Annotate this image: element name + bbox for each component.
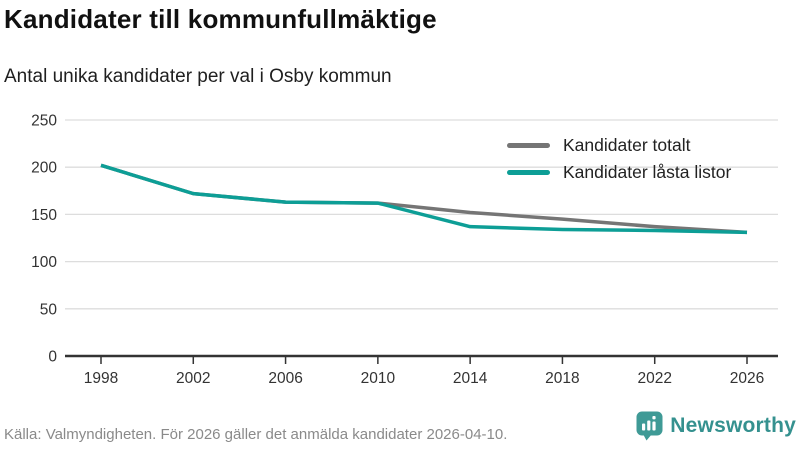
newsworthy-bubble-chart-icon bbox=[636, 411, 663, 441]
chart-legend: Kandidater totalt Kandidater låsta listo… bbox=[507, 135, 731, 182]
legend-swatch-lasta-listor bbox=[507, 169, 550, 175]
svg-text:0: 0 bbox=[48, 349, 57, 366]
newsworthy-wordmark: Newsworthy bbox=[670, 414, 796, 437]
chart-title: Kandidater till kommunfullmäktige bbox=[4, 4, 437, 34]
legend-swatch-totalt bbox=[507, 142, 550, 148]
svg-text:250: 250 bbox=[31, 113, 57, 130]
legend-label-lasta-listor: Kandidater låsta listor bbox=[563, 161, 732, 182]
svg-text:150: 150 bbox=[31, 207, 57, 224]
svg-text:200: 200 bbox=[31, 160, 57, 177]
svg-text:2014: 2014 bbox=[453, 370, 488, 387]
svg-text:100: 100 bbox=[31, 254, 57, 271]
svg-text:2006: 2006 bbox=[268, 370, 302, 387]
svg-text:2010: 2010 bbox=[361, 370, 396, 387]
svg-text:2026: 2026 bbox=[730, 370, 764, 387]
legend-label-totalt: Kandidater totalt bbox=[563, 134, 691, 155]
svg-text:2018: 2018 bbox=[545, 370, 579, 387]
legend-item-lasta-listor: Kandidater låsta listor bbox=[507, 162, 731, 182]
newsworthy-logo: Newsworthy bbox=[636, 411, 796, 441]
svg-text:1998: 1998 bbox=[84, 370, 118, 387]
svg-text:2002: 2002 bbox=[176, 370, 210, 387]
legend-item-totalt: Kandidater totalt bbox=[507, 135, 731, 155]
source-note: Källa: Valmyndigheten. För 2026 gäller d… bbox=[4, 426, 508, 443]
svg-text:50: 50 bbox=[40, 301, 58, 318]
svg-text:2022: 2022 bbox=[637, 370, 671, 387]
chart-subtitle: Antal unika kandidater per val i Osby ko… bbox=[4, 66, 392, 87]
